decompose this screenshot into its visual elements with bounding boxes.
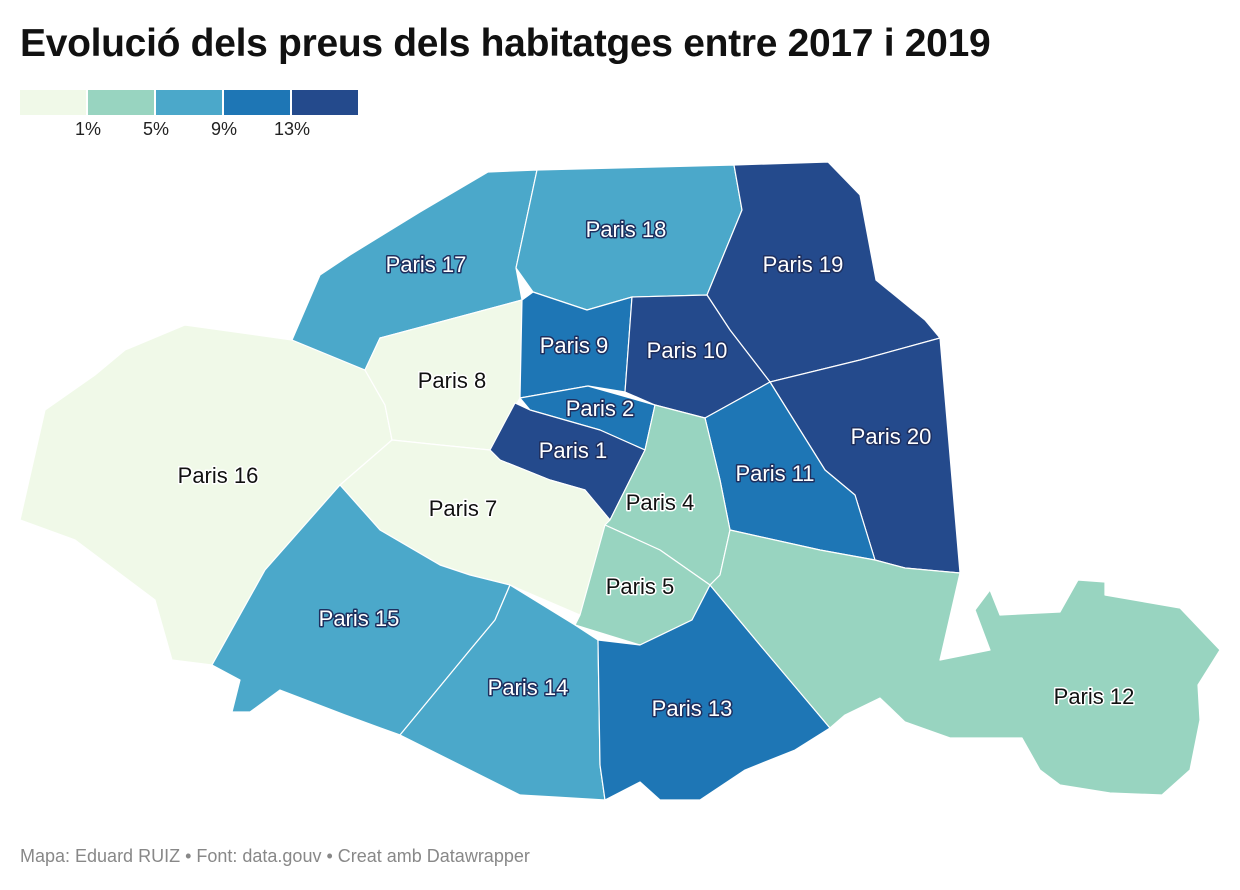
label-paris-17: Paris 17 (386, 252, 467, 277)
source-footer: Mapa: Eduard RUIZ • Font: data.gouv • Cr… (20, 846, 530, 866)
legend-tick-1: 1% (74, 119, 102, 139)
label-paris-19: Paris 19 (763, 252, 844, 277)
label-paris-5: Paris 5 (606, 574, 674, 599)
label-paris-13: Paris 13 (652, 696, 733, 721)
district-paris-12[interactable] (709, 529, 1221, 796)
label-paris-14: Paris 14 (488, 675, 569, 700)
legend-tick-2: 5% (142, 119, 170, 139)
legend-swatch-5 (292, 90, 358, 115)
label-paris-1: Paris 1 (539, 438, 607, 463)
label-paris-15: Paris 15 (319, 606, 400, 631)
district-paris-9[interactable] (519, 291, 633, 399)
label-paris-9: Paris 9 (540, 333, 608, 358)
label-paris-18: Paris 18 (586, 217, 667, 242)
legend-tick-4: 13% (273, 119, 311, 139)
district-paris-13[interactable] (597, 584, 831, 801)
label-paris-8: Paris 8 (418, 368, 486, 393)
label-paris-12: Paris 12 (1054, 684, 1135, 709)
legend-swatch-4 (224, 90, 290, 115)
color-legend: 1% 5% 9% 13% (20, 90, 360, 139)
legend-swatch-3 (156, 90, 222, 115)
label-paris-4: Paris 4 (626, 490, 694, 515)
label-paris-2: Paris 2 (566, 396, 634, 421)
legend-swatch-2 (88, 90, 154, 115)
label-paris-16: Paris 16 (178, 463, 259, 488)
district-paris-15[interactable] (211, 484, 511, 736)
district-paris-14[interactable] (399, 584, 606, 801)
label-paris-10: Paris 10 (647, 338, 728, 363)
page-title: Evolució dels preus dels habitatges entr… (20, 22, 991, 65)
label-paris-7: Paris 7 (429, 496, 497, 521)
label-paris-20: Paris 20 (851, 424, 932, 449)
legend-swatch-1 (20, 90, 86, 115)
label-paris-11: Paris 11 (735, 461, 814, 486)
legend-tick-3: 9% (210, 119, 238, 139)
